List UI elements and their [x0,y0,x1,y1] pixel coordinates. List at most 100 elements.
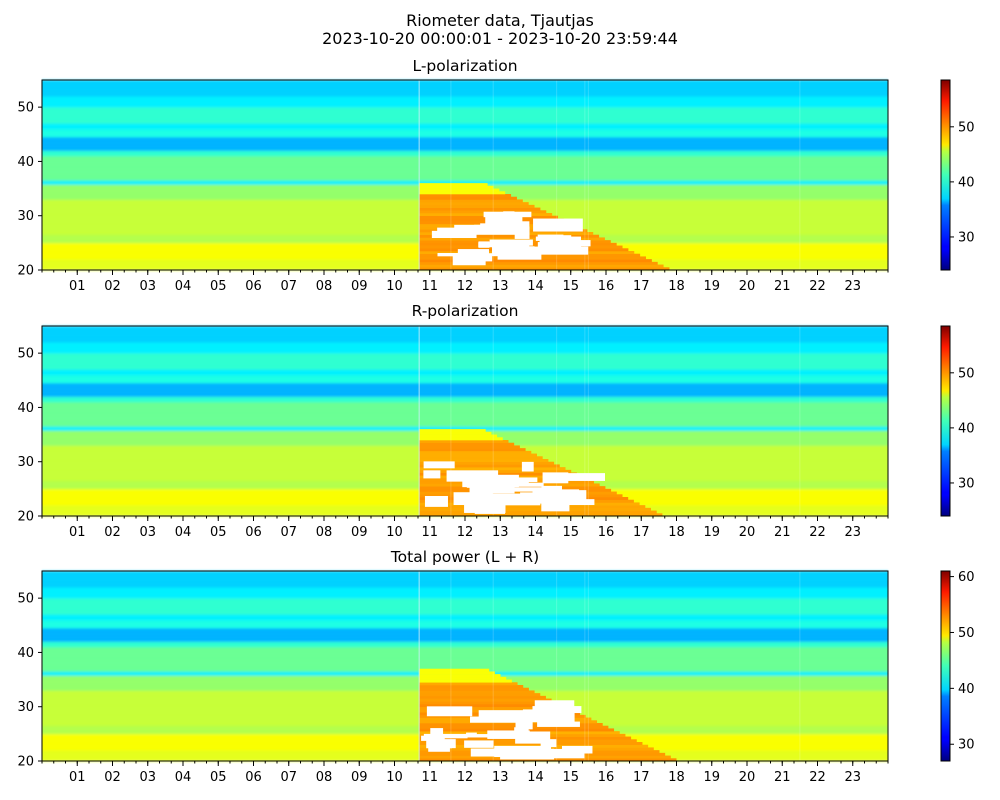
colorbar-tick-label: 30 [958,476,975,491]
x-tick-label: 01 [69,770,86,785]
x-tick-label: 20 [739,525,756,540]
heatmap-row [42,84,888,86]
heatmap-row [42,404,888,407]
x-tick-label: 08 [316,770,333,785]
heatmap-row [42,135,888,138]
enhancement-strip [419,440,509,444]
enhancement-strip [419,442,515,446]
heatmap-row [42,418,888,420]
heatmap-row [42,165,888,168]
enhancement-strip [419,431,492,435]
blank-gap [549,243,582,248]
heatmap-row [42,150,888,153]
heatmap-row [42,576,888,579]
heatmap-row [42,105,888,108]
enhancement-strip [419,505,646,509]
x-tick-label: 22 [809,279,826,294]
heatmap-row [42,659,888,661]
heatmap-row [42,632,888,634]
heatmap-row [42,657,888,660]
x-tick-label: 12 [457,770,474,785]
heatmap-row [42,571,888,573]
blank-gap [470,748,514,757]
heatmap-row [42,153,888,155]
colorbar-tick-label: 50 [958,366,975,381]
enhancement-strip [419,491,617,495]
heatmap-row [42,353,888,355]
heatmap-row [42,90,888,93]
blank-gap [426,706,473,717]
heatmap-row [42,176,888,179]
x-tick-label: 14 [527,770,544,785]
blank-gaps [421,700,593,760]
enhancement-strip [419,191,506,195]
heatmap-row [42,400,888,403]
heatmap-row [42,85,888,88]
heatmap-row [42,132,888,135]
x-tick-label: 04 [175,770,192,785]
heatmap-row [42,116,888,119]
heatmap-row [42,157,888,160]
heatmap-row [42,583,888,585]
heatmap-row [42,590,888,592]
blank-gap [533,218,583,232]
heatmap-row [42,332,888,335]
x-tick-label: 12 [457,525,474,540]
heatmap-row [42,355,888,358]
enhancement-strip [419,234,600,238]
heatmap-row [42,647,888,649]
x-tick-label: 03 [139,525,156,540]
x-tick-label: 09 [351,279,368,294]
enhancement-strip [419,693,541,697]
enhancement-strip [419,674,501,678]
blank-gap [542,472,569,484]
heatmap-row [42,615,888,618]
x-tick-label: 15 [562,770,579,785]
blank-gap [428,739,450,752]
x-tick-label: 11 [421,770,438,785]
heatmap-row [42,370,888,373]
heatmap-row [42,407,888,410]
heatmap-row [42,131,888,134]
heatmap-row [42,364,888,366]
x-tick-label: 22 [809,770,826,785]
blank-gap [470,716,529,723]
blank-gap [544,499,595,506]
blank-gap [466,495,501,505]
y-tick-label: 50 [17,101,34,116]
enhancement-strip [419,456,543,460]
blank-gap [478,710,532,720]
heatmap-row [42,358,888,361]
heatmap-row [42,343,888,346]
x-tick-label: 22 [809,525,826,540]
heatmap-row [42,638,888,641]
heatmap-row [42,119,888,122]
heatmap-row [42,111,888,113]
heatmap-row [42,607,888,610]
heatmap-row [42,177,888,180]
heatmap-row [42,122,888,124]
heatmap-row [42,377,888,380]
x-tick-label: 21 [774,770,791,785]
y-tick-label: 40 [17,155,34,170]
enhancement-strip [419,695,546,699]
heatmap-row [42,667,888,670]
heatmap-row [42,648,888,651]
enhancement-strip [419,671,495,675]
heatmap-row [42,359,888,362]
colorbar-tick-label: 30 [958,738,975,753]
colorbar [940,570,951,762]
heatmap-row [42,128,888,131]
enhancement-strip [419,723,603,727]
enhancement-strip [419,210,547,214]
heatmap-row [42,575,888,577]
heatmap-row [42,368,888,370]
heatmap-row [42,94,888,97]
heatmap-row [42,96,888,98]
enhancement-strip [419,510,657,514]
heatmap-row [42,162,888,165]
enhancement-strip [419,429,486,433]
x-tick-label: 13 [492,525,509,540]
blank-gap [446,470,499,482]
x-tick-label: 14 [527,279,544,294]
